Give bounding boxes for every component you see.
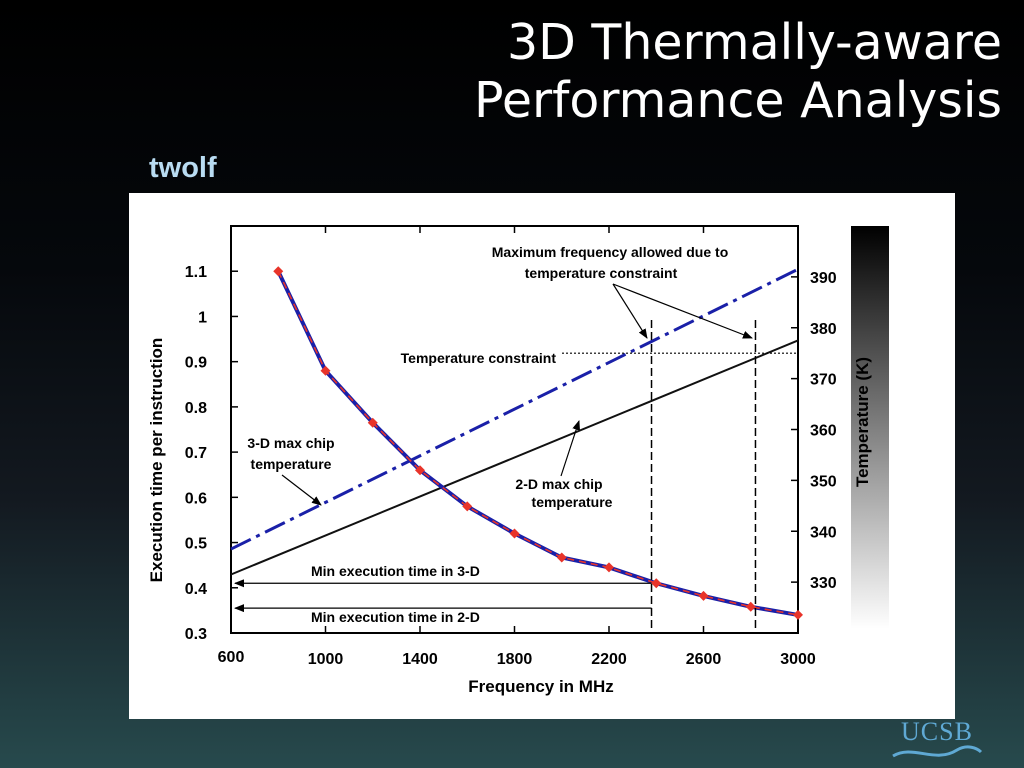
temperature-constraint-label: Temperature constraint [401,350,557,366]
y-tick-label: 0.6 [185,490,207,507]
y2-tick-label: 360 [810,423,837,440]
min-time-3d-label: Min execution time in 3-D [311,563,480,579]
logo-wave [892,745,983,758]
y-tick-label: 0.8 [185,400,207,417]
data-point-marker [509,528,520,539]
y2-axis-title: Temperature (K) [853,357,872,487]
y-tick-label: 1.1 [185,264,207,281]
ucsb-logo: UCSB [892,717,983,758]
y2-tick-label: 380 [810,321,837,338]
slide-title-line1: 3D Thermally-aware [506,14,1002,71]
y2-tick-label: 340 [810,524,837,541]
three-d-callout-arrow [281,474,322,506]
slide-title-line2: Performance Analysis [474,72,1002,129]
y2-tick-label: 330 [810,575,837,592]
x-tick-label: 2200 [591,651,627,668]
three-d-note-line1: 3-D max chip [247,435,334,451]
three-d-note-line2: temperature [251,456,332,472]
data-point-marker [415,465,425,476]
two-d-callout-arrow [560,420,581,477]
chart-panel: 600 1000 1400 1800 2200 2600 3000 0.3 0.4 0.5 0.6 0… [129,193,955,719]
x-tick-label: 1400 [402,651,438,668]
data-point-marker [556,552,567,563]
two-d-note-line1: 2-D max chip [515,476,602,492]
benchmark-subtitle: twolf [149,152,217,184]
chart-svg: 600 1000 1400 1800 2200 2600 3000 0.3 0.4 0.5 0.6 0… [147,225,889,696]
data-point-marker [604,562,614,573]
y-tick-label: 0.5 [185,536,207,553]
data-point-marker [367,417,378,428]
y-axis-title: Execution time per instruction [147,338,166,583]
slide-title: 3D Thermally-aware Performance Analysis [302,14,1002,130]
series-layer [230,266,803,620]
x-axis-title: Frequency in MHz [468,677,613,696]
annotation-layer [234,283,798,633]
series-3d-max-chip-temperature [230,267,799,551]
x-tick-label: 600 [218,649,245,666]
y-tick-label: 0.7 [185,445,207,462]
logo-wordmark: UCSB [901,717,973,746]
data-point-marker [273,266,284,277]
x-tick-label: 1800 [497,651,533,668]
max-frequency-callout-arrow [612,283,753,339]
data-point-marker [651,578,662,589]
x-tick-label: 3000 [780,651,816,668]
max-frequency-note-line1: Maximum frequency allowed due to [492,244,729,260]
x-tick-label: 2600 [686,651,722,668]
data-point-marker [320,365,331,376]
max-frequency-note-line2: temperature constraint [525,265,678,281]
y2-tick-label: 390 [810,270,837,287]
max-frequency-callout-arrow [612,283,648,339]
temperature-gradient-bar [851,226,889,629]
series-execution-time-dash [277,270,799,616]
y-tick-label: 0.9 [185,355,207,372]
y2-tick-label: 370 [810,372,837,389]
y-tick-label: 0.4 [185,581,207,598]
y2-tick-label: 350 [810,473,837,490]
min-time-2d-label: Min execution time in 2-D [311,609,480,625]
data-point-marker [745,601,756,612]
data-point-marker [793,609,803,620]
x-tick-label: 1000 [308,651,344,668]
data-point-marker [698,590,709,601]
axis-ticks: 600 1000 1400 1800 2200 2600 3000 0.3 0.4 0.5 0.6 0… [185,226,837,668]
series-2d-max-chip-temperature [230,339,799,576]
y-tick-label: 1 [198,309,207,326]
two-d-note-line2: temperature [532,494,613,510]
data-point-marker [462,501,473,512]
y-tick-label: 0.3 [185,626,207,643]
